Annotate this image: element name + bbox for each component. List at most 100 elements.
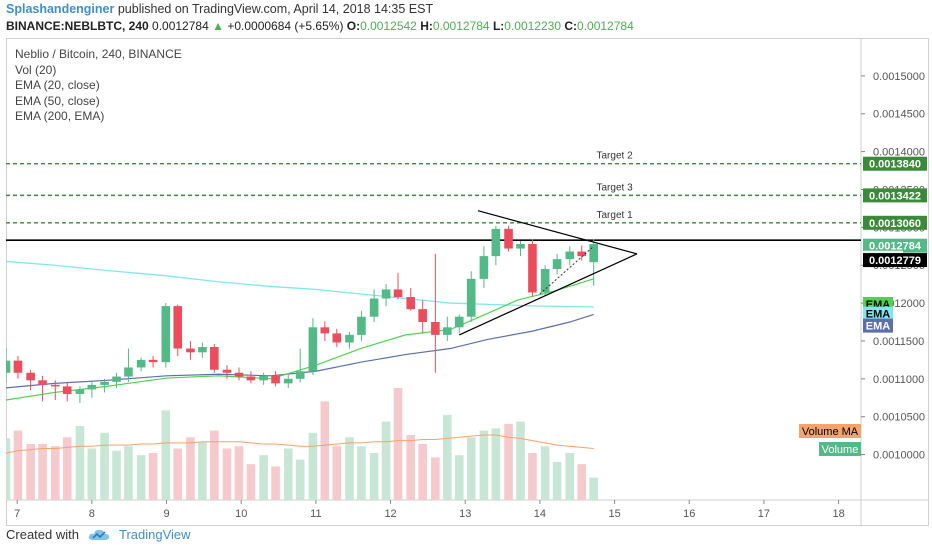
- volume-bar: [332, 446, 342, 500]
- chart-legend: Neblio / Bitcoin, 240, BINANCE Vol (20) …: [15, 47, 182, 125]
- candle-body: [6, 360, 11, 373]
- candle-body: [393, 289, 403, 298]
- candle-body: [295, 371, 305, 379]
- volume-bar: [198, 441, 207, 500]
- volume-bar: [75, 426, 85, 500]
- volume-bar: [504, 423, 513, 500]
- volume-bar: [112, 450, 121, 500]
- volume-bar: [516, 421, 525, 500]
- price-tick-label: 0.0015000: [873, 71, 925, 83]
- candle-body: [308, 327, 318, 372]
- last-price-badge-bg: [863, 238, 927, 253]
- volume-bar: [552, 461, 562, 500]
- volume-bar: [87, 448, 97, 500]
- volume-ma-badge: Volume MA: [802, 426, 859, 438]
- candle-body: [62, 386, 72, 394]
- symbol-label: BINANCE:NEBLBTC, 240: [6, 19, 149, 33]
- candle-body: [443, 327, 452, 335]
- legend-ema200[interactable]: EMA (200, EMA): [15, 109, 105, 123]
- candle-body: [552, 259, 562, 269]
- candle-body: [491, 228, 501, 257]
- candle-body: [540, 269, 550, 293]
- volume-bar: [222, 448, 232, 500]
- target-price-label: 0.0013422: [869, 190, 921, 202]
- cursor-price-badge: 0.0012779: [869, 255, 921, 267]
- candle-body: [50, 384, 60, 387]
- candle-body: [589, 244, 598, 263]
- publish-text: published on TradingView.com, April 14, …: [117, 2, 434, 16]
- candle-body: [26, 372, 35, 381]
- time-tick-label: 8: [89, 508, 95, 520]
- volume-bar: [50, 446, 60, 500]
- triangle-lower-line: [459, 253, 638, 336]
- volume-bar: [418, 444, 427, 500]
- price-tick-label: 0.0010000: [873, 450, 925, 462]
- price-tick-label: 0.0011000: [873, 374, 924, 386]
- volume-bar: [369, 452, 379, 500]
- candle-body: [210, 347, 219, 370]
- ema200-line: [6, 260, 594, 308]
- volume-bar: [186, 437, 195, 500]
- candle-body: [13, 360, 23, 373]
- candle-body: [406, 297, 416, 310]
- candle-body: [124, 367, 133, 377]
- tradingview-brand[interactable]: TradingView: [118, 527, 191, 542]
- volume-bar: [443, 414, 452, 500]
- target-price-badge: [863, 188, 927, 203]
- volume-bar: [246, 464, 256, 500]
- open-value: 0.0012542: [360, 19, 417, 33]
- price-chart[interactable]: 0.00150000.00145000.00140000.00135000.00…: [6, 38, 929, 526]
- candle-body: [198, 347, 207, 353]
- volume-bar: [26, 444, 35, 500]
- candle-body: [357, 316, 366, 335]
- target-price-badge: [863, 215, 927, 230]
- time-tick-label: 10: [235, 508, 247, 520]
- legend-ema20[interactable]: EMA (20, close): [15, 78, 100, 92]
- price-tick-label: 0.0011500: [873, 336, 924, 348]
- candle-body: [332, 333, 342, 343]
- volume-bar: [161, 410, 171, 500]
- volume-badge: Volume: [822, 444, 859, 456]
- volume-bar: [259, 455, 268, 500]
- volume-bar: [466, 437, 476, 500]
- volume-bar: [479, 430, 489, 500]
- close-value: 0.0012784: [577, 19, 634, 33]
- candle-body: [173, 306, 183, 349]
- author-link[interactable]: Splashandenginer: [6, 2, 115, 16]
- candle-body: [381, 289, 391, 299]
- volume-bar: [540, 446, 550, 500]
- time-tick-label: 14: [534, 508, 546, 520]
- volume-bar: [431, 457, 440, 500]
- candle-body: [418, 309, 427, 323]
- volume-bar: [148, 452, 158, 500]
- volume-bar: [589, 477, 598, 500]
- legend-ema50[interactable]: EMA (50, close): [15, 93, 100, 108]
- candle-body: [246, 376, 256, 381]
- candle-body: [87, 384, 97, 390]
- last-price-badge: 0.0012784: [869, 241, 922, 253]
- footer: Created with TradingView: [6, 527, 191, 542]
- ema50-badge: EMA: [866, 321, 891, 333]
- ema200-badge: EMA: [866, 309, 891, 321]
- candle-body: [136, 359, 146, 368]
- low-value: 0.0012230: [504, 19, 562, 33]
- candle-body: [516, 244, 525, 249]
- price-tick-label: 0.0010500: [873, 412, 925, 424]
- tradingview-cloud-icon: [88, 529, 110, 540]
- volume-bar: [6, 438, 11, 500]
- candle-body: [148, 359, 158, 363]
- ema50-badge-bg: [863, 318, 893, 333]
- created-with-label: Created with: [6, 527, 79, 542]
- low-label: L:: [492, 19, 505, 33]
- last-price: 0.0012784: [152, 19, 209, 33]
- time-tick-label: 9: [163, 508, 169, 520]
- candle-body: [431, 322, 440, 335]
- time-tick-label: 15: [608, 508, 620, 520]
- time-tick-label: 18: [832, 508, 844, 520]
- volume-bar: [271, 466, 280, 500]
- volume-bar: [454, 455, 464, 500]
- legend-volume[interactable]: Vol (20): [15, 62, 57, 77]
- legend-title[interactable]: Neblio / Bitcoin, 240, BINANCE: [15, 47, 182, 61]
- high-label: H:: [420, 19, 433, 33]
- volume-bar: [13, 430, 23, 500]
